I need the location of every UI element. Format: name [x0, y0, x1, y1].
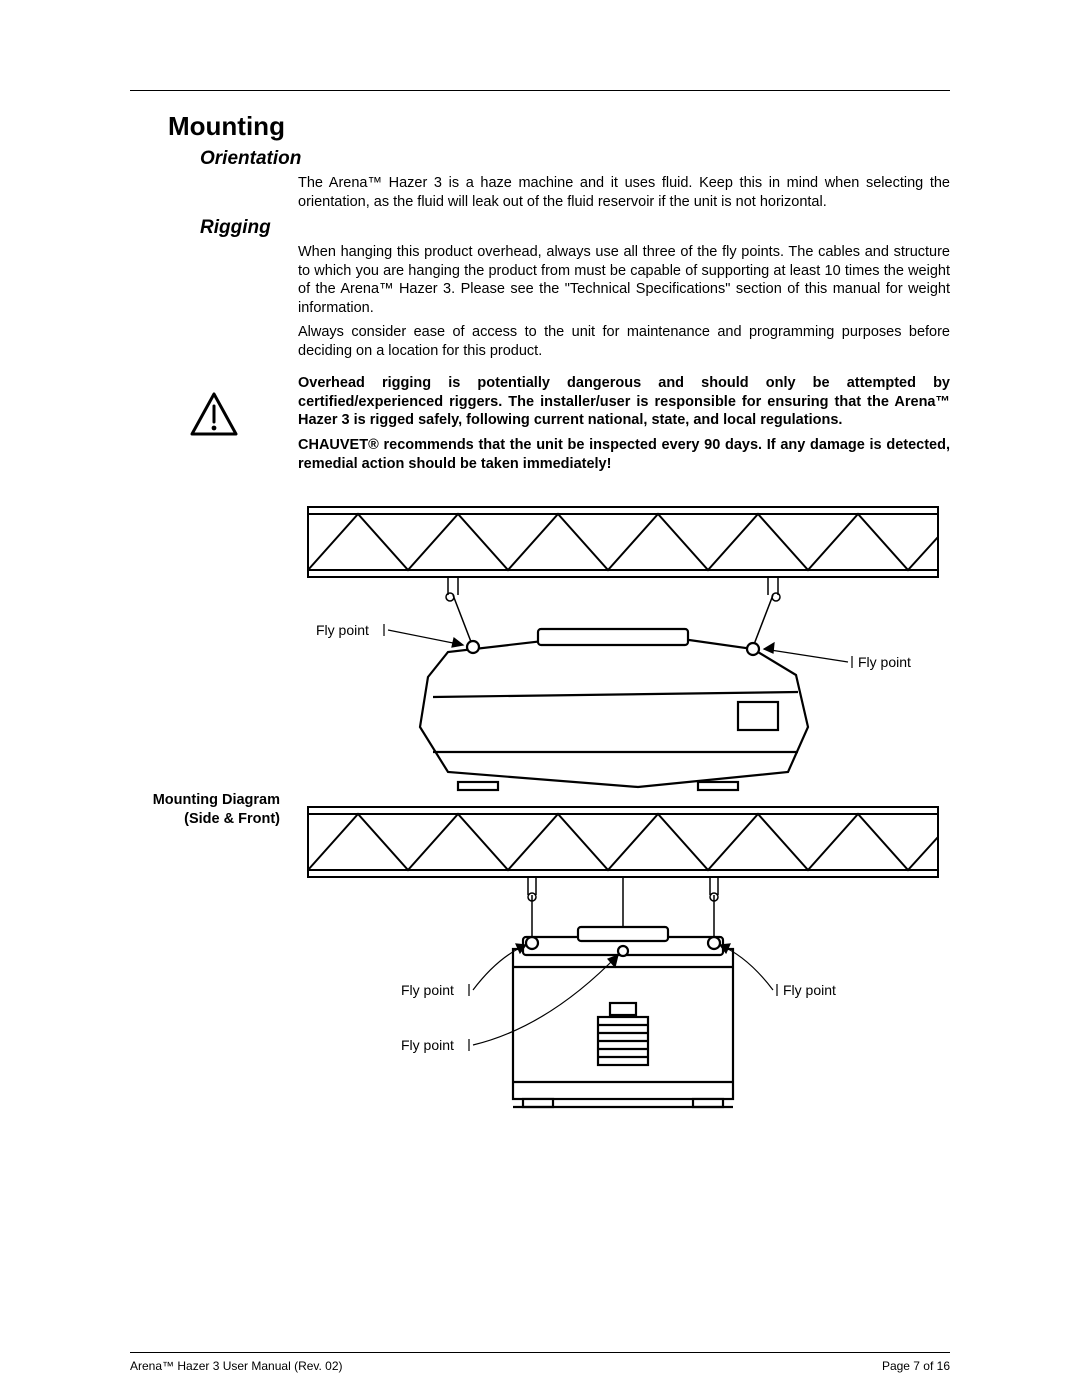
- diagram-cell: Fly point Fly point: [298, 497, 950, 1122]
- diagram-label-line2: (Side & Front): [130, 810, 280, 829]
- flypoint-label-side-left: Fly point: [316, 622, 369, 638]
- orientation-heading: Orientation: [200, 148, 950, 170]
- flypoint-label-front-right: Fly point: [783, 982, 836, 998]
- diagram-label: Mounting Diagram (Side & Front): [130, 791, 298, 829]
- orientation-para-1: The Arena™ Hazer 3 is a haze machine and…: [298, 174, 950, 211]
- flypoint-label-side-right: Fly point: [858, 654, 911, 670]
- flypoint-label-front-left: Fly point: [401, 982, 454, 998]
- rigging-body: When hanging this product overhead, alwa…: [298, 243, 950, 360]
- footer-left: Arena™ Hazer 3 User Manual (Rev. 02): [130, 1359, 343, 1373]
- rigging-para-2: Always consider ease of access to the un…: [298, 323, 950, 360]
- warning-text: Overhead rigging is potentially dangerou…: [298, 374, 950, 479]
- warning-row: Overhead rigging is potentially dangerou…: [130, 374, 950, 479]
- mounting-diagram-svg: Fly point Fly point: [298, 497, 948, 1117]
- top-rule: [130, 90, 950, 91]
- warning-para-2: CHAUVET® recommends that the unit be ins…: [298, 436, 950, 473]
- warning-icon-cell: [130, 374, 298, 436]
- footer-rule: [130, 1352, 950, 1353]
- diagram-label-line1: Mounting Diagram: [130, 791, 280, 810]
- section-title: Mounting: [168, 111, 950, 142]
- footer-right: Page 7 of 16: [882, 1359, 950, 1373]
- warning-triangle-icon: [190, 392, 238, 436]
- rigging-para-1: When hanging this product overhead, alwa…: [298, 243, 950, 317]
- flypoint-label-front-center: Fly point: [401, 1037, 454, 1053]
- rigging-heading: Rigging: [200, 217, 950, 239]
- page: Mounting Orientation The Arena™ Hazer 3 …: [0, 0, 1080, 1397]
- orientation-body: The Arena™ Hazer 3 is a haze machine and…: [298, 174, 950, 211]
- warning-para-1: Overhead rigging is potentially dangerou…: [298, 374, 950, 430]
- diagram-row: Mounting Diagram (Side & Front): [130, 497, 950, 1122]
